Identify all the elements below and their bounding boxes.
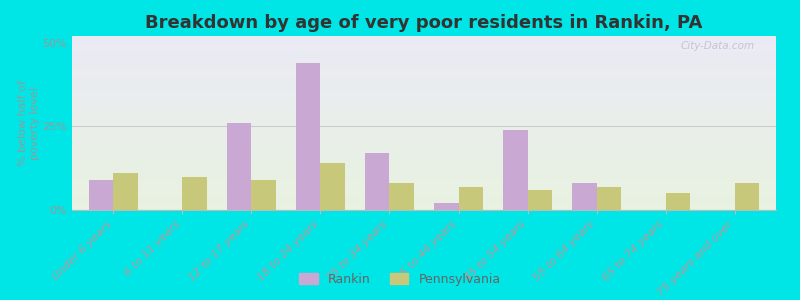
Legend: Rankin, Pennsylvania: Rankin, Pennsylvania <box>294 268 506 291</box>
Bar <box>458 187 482 210</box>
Bar <box>182 176 206 210</box>
Bar <box>321 163 345 210</box>
Bar <box>114 173 138 210</box>
Bar <box>366 153 390 210</box>
Bar <box>734 183 758 210</box>
Bar <box>251 180 276 210</box>
Bar <box>90 180 114 210</box>
Bar <box>572 183 597 210</box>
Y-axis label: % below half of
poverty level: % below half of poverty level <box>18 80 40 166</box>
Bar <box>296 63 321 210</box>
Bar <box>227 123 251 210</box>
Bar <box>390 183 414 210</box>
Bar <box>503 130 527 210</box>
Title: Breakdown by age of very poor residents in Rankin, PA: Breakdown by age of very poor residents … <box>146 14 702 32</box>
Bar <box>666 193 690 210</box>
Bar <box>597 187 621 210</box>
Bar <box>434 203 458 210</box>
Text: City-Data.com: City-Data.com <box>681 41 755 51</box>
Bar <box>527 190 552 210</box>
